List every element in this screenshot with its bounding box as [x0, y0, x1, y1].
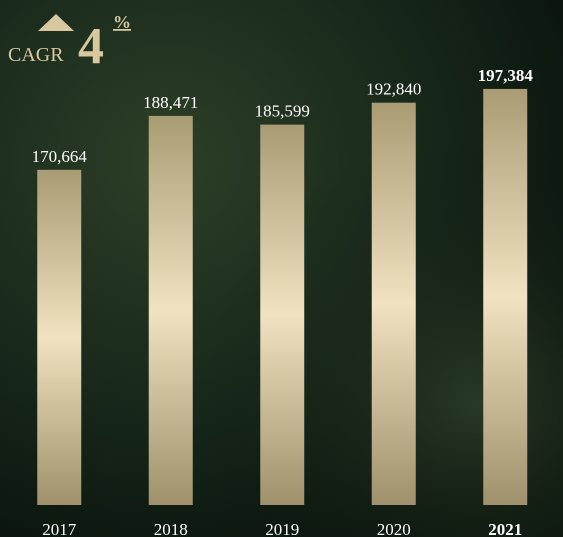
value-label: 197,384: [478, 66, 534, 85]
cagr-value: 4: [78, 18, 104, 75]
bar: [483, 88, 528, 506]
x-tick-label: 2018: [154, 520, 188, 537]
bar: [371, 102, 416, 505]
x-tick-label: 2017: [42, 520, 77, 537]
up-arrow: [38, 14, 74, 31]
bar: [37, 169, 82, 505]
bar: [148, 115, 193, 506]
value-label: 192,840: [366, 80, 421, 99]
x-tick-label: 2020: [377, 520, 411, 537]
x-tick-label: 2021: [488, 520, 522, 537]
value-label: 170,664: [32, 147, 88, 166]
bar: [260, 124, 305, 506]
value-label: 188,471: [143, 93, 198, 112]
cagr-label: CAGR: [8, 44, 64, 66]
cagr-unit: %: [113, 12, 131, 32]
x-tick-label: 2019: [265, 520, 299, 537]
value-label: 185,599: [255, 102, 310, 121]
